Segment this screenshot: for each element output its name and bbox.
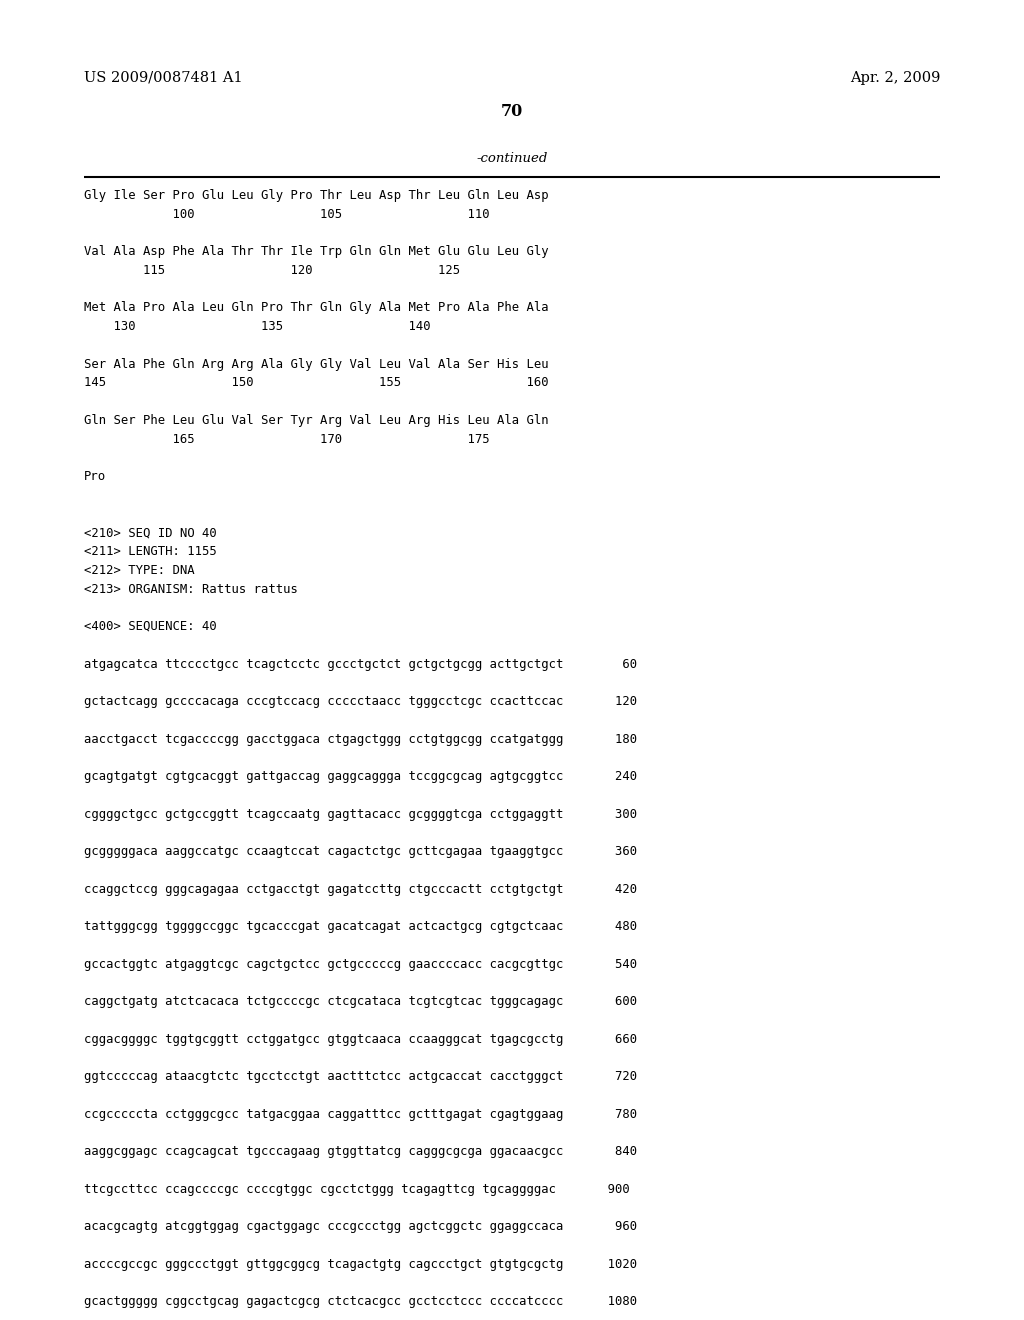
Text: 100                 105                 110: 100 105 110 [84, 207, 489, 220]
Text: <400> SEQUENCE: 40: <400> SEQUENCE: 40 [84, 620, 217, 634]
Text: <213> ORGANISM: Rattus rattus: <213> ORGANISM: Rattus rattus [84, 582, 298, 595]
Text: aaggcggagc ccagcagcat tgcccagaag gtggttatcg cagggcgcga ggacaacgcc       840: aaggcggagc ccagcagcat tgcccagaag gtggtta… [84, 1144, 637, 1158]
Text: Val Ala Asp Phe Ala Thr Thr Ile Trp Gln Gln Met Glu Glu Leu Gly: Val Ala Asp Phe Ala Thr Thr Ile Trp Gln … [84, 246, 549, 257]
Text: 130                 135                 140: 130 135 140 [84, 319, 431, 333]
Text: cggacggggc tggtgcggtt cctggatgcc gtggtcaaca ccaagggcat tgagcgcctg       660: cggacggggc tggtgcggtt cctggatgcc gtggtca… [84, 1032, 637, 1045]
Text: aacctgacct tcgaccccgg gacctggaca ctgagctggg cctgtggcgg ccatgatggg       180: aacctgacct tcgaccccgg gacctggaca ctgagct… [84, 733, 637, 746]
Text: caggctgatg atctcacaca tctgccccgc ctcgcataca tcgtcgtcac tgggcagagc       600: caggctgatg atctcacaca tctgccccgc ctcgcat… [84, 995, 637, 1008]
Text: Ser Ala Phe Gln Arg Arg Ala Gly Gly Val Leu Val Ala Ser His Leu: Ser Ala Phe Gln Arg Arg Ala Gly Gly Val … [84, 358, 549, 371]
Text: ggtcccccag ataacgtctc tgcctcctgt aactttctcc actgcaccat cacctgggct       720: ggtcccccag ataacgtctc tgcctcctgt aactttc… [84, 1071, 637, 1082]
Text: acacgcagtg atcggtggag cgactggagc cccgccctgg agctcggctc ggaggccaca       960: acacgcagtg atcggtggag cgactggagc cccgccc… [84, 1220, 637, 1233]
Text: Pro: Pro [84, 470, 106, 483]
Text: Apr. 2, 2009: Apr. 2, 2009 [850, 71, 940, 84]
Text: <210> SEQ ID NO 40: <210> SEQ ID NO 40 [84, 527, 217, 540]
Text: accccgccgc gggccctggt gttggcggcg tcagactgtg cagccctgct gtgtgcgctg      1020: accccgccgc gggccctggt gttggcggcg tcagact… [84, 1258, 637, 1271]
Text: ccaggctccg gggcagagaa cctgacctgt gagatccttg ctgcccactt cctgtgctgt       420: ccaggctccg gggcagagaa cctgacctgt gagatcc… [84, 883, 637, 895]
Text: 145                 150                 155                 160: 145 150 155 160 [84, 376, 549, 389]
Text: ccgcccccta cctgggcgcc tatgacggaa caggatttcc gctttgagat cgagtggaag       780: ccgcccccta cctgggcgcc tatgacggaa caggatt… [84, 1107, 637, 1121]
Text: ttcgccttcc ccagccccgc ccccgtggc cgcctctggg tcagagttcg tgcaggggac       900: ttcgccttcc ccagccccgc ccccgtggc cgcctctg… [84, 1183, 630, 1196]
Text: Met Ala Pro Ala Leu Gln Pro Thr Gln Gly Ala Met Pro Ala Phe Ala: Met Ala Pro Ala Leu Gln Pro Thr Gln Gly … [84, 301, 549, 314]
Text: US 2009/0087481 A1: US 2009/0087481 A1 [84, 71, 243, 84]
Text: gctactcagg gccccacaga cccgtccacg ccccctaacc tgggcctcgc ccacttccac       120: gctactcagg gccccacaga cccgtccacg cccccta… [84, 696, 637, 708]
Text: atgagcatca ttcccctgcc tcagctcctc gccctgctct gctgctgcgg acttgctgct        60: atgagcatca ttcccctgcc tcagctcctc gccctgc… [84, 657, 637, 671]
Text: Gly Ile Ser Pro Glu Leu Gly Pro Thr Leu Asp Thr Leu Gln Leu Asp: Gly Ile Ser Pro Glu Leu Gly Pro Thr Leu … [84, 189, 549, 202]
Text: gcagtgatgt cgtgcacggt gattgaccag gaggcaggga tccggcgcag agtgcggtcc       240: gcagtgatgt cgtgcacggt gattgaccag gaggcag… [84, 770, 637, 783]
Text: Gln Ser Phe Leu Glu Val Ser Tyr Arg Val Leu Arg His Leu Ala Gln: Gln Ser Phe Leu Glu Val Ser Tyr Arg Val … [84, 413, 549, 426]
Text: <212> TYPE: DNA: <212> TYPE: DNA [84, 564, 195, 577]
Text: gcgggggaca aaggccatgc ccaagtccat cagactctgc gcttcgagaa tgaaggtgcc       360: gcgggggaca aaggccatgc ccaagtccat cagactc… [84, 845, 637, 858]
Text: cggggctgcc gctgccggtt tcagccaatg gagttacacc gcggggtcga cctggaggtt       300: cggggctgcc gctgccggtt tcagccaatg gagttac… [84, 808, 637, 821]
Text: 165                 170                 175: 165 170 175 [84, 433, 489, 446]
Text: tattgggcgg tggggccggc tgcacccgat gacatcagat actcactgcg cgtgctcaac       480: tattgggcgg tggggccggc tgcacccgat gacatca… [84, 920, 637, 933]
Text: -continued: -continued [476, 152, 548, 165]
Text: gcactggggg cggcctgcag gagactcgcg ctctcacgcc gcctcctccc ccccatcccc      1080: gcactggggg cggcctgcag gagactcgcg ctctcac… [84, 1295, 637, 1308]
Text: <211> LENGTH: 1155: <211> LENGTH: 1155 [84, 545, 217, 558]
Text: gccactggtc atgaggtcgc cagctgctcc gctgcccccg gaaccccacc cacgcgttgc       540: gccactggtc atgaggtcgc cagctgctcc gctgccc… [84, 957, 637, 970]
Text: 70: 70 [501, 103, 523, 120]
Text: 115                 120                 125: 115 120 125 [84, 264, 460, 277]
